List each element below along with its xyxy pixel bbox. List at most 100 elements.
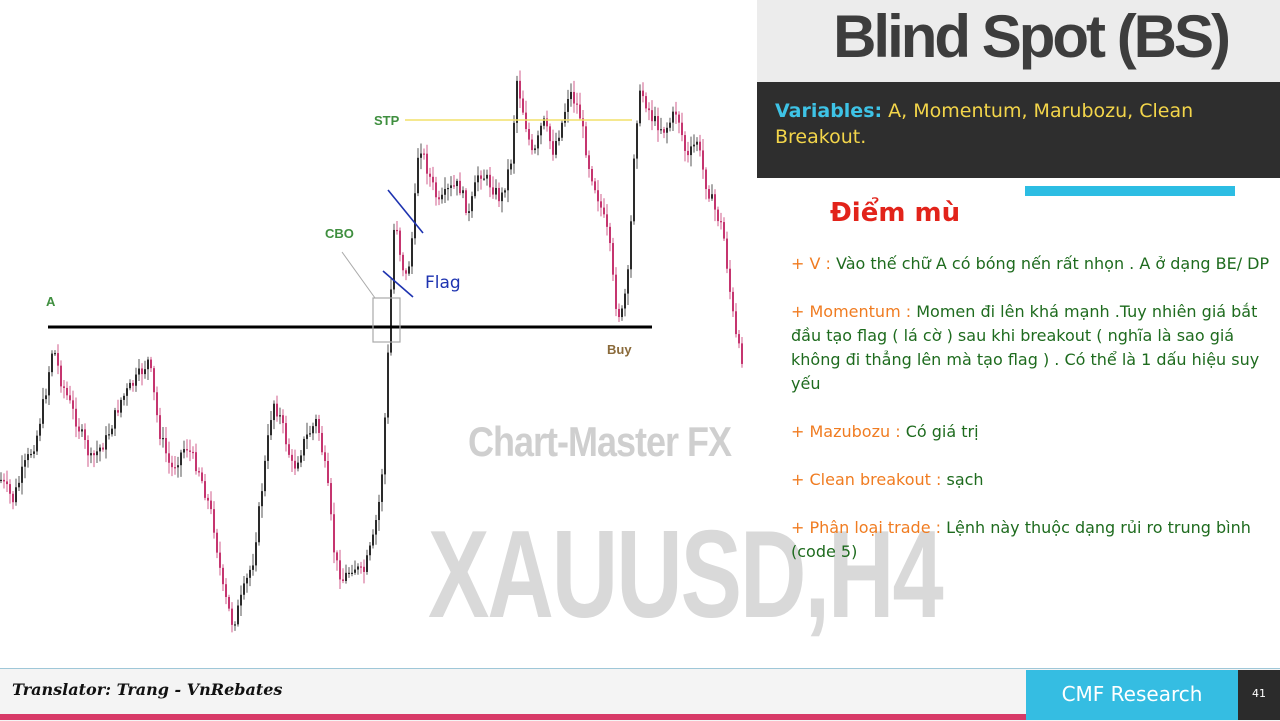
candle-body <box>621 308 623 318</box>
candle-body <box>666 127 668 133</box>
candle-body <box>555 141 557 155</box>
candle-body <box>480 175 482 179</box>
note-trade-classification: + Phân loại trade : Lệnh này thuộc dạng … <box>791 516 1271 564</box>
candle-body <box>363 566 365 572</box>
candle-body <box>402 254 404 271</box>
candle-body <box>168 453 170 463</box>
candle-body <box>300 455 302 463</box>
candle-body <box>144 369 146 375</box>
note-key: + Clean breakout : <box>791 470 942 489</box>
chart-brand-watermark: Chart-Master FX <box>468 418 732 466</box>
candle-body <box>294 460 296 469</box>
candle-body <box>576 103 578 105</box>
candle-body <box>705 169 707 190</box>
candle-body <box>405 270 407 274</box>
candle-body <box>216 532 218 553</box>
candle-body <box>594 181 596 191</box>
candle-body <box>21 466 23 483</box>
candle-body <box>234 624 236 626</box>
candle-body <box>444 189 446 195</box>
candle-body <box>642 90 644 97</box>
candle-body <box>60 365 62 387</box>
candle-body <box>549 126 551 142</box>
candle-body <box>720 221 722 223</box>
candle-body <box>36 435 38 452</box>
note-momentum: + Momentum : Momen đi lên khá mạnh .Tuy … <box>791 300 1271 396</box>
candle-body <box>324 452 326 462</box>
candle-body <box>162 438 164 440</box>
candle-body <box>129 382 131 389</box>
candle-body <box>111 428 113 435</box>
candle-body <box>741 343 743 364</box>
candle-body <box>222 567 224 585</box>
candle-body <box>558 137 560 142</box>
candle-body <box>447 187 449 190</box>
candle-body <box>597 190 599 202</box>
candle-body <box>477 175 479 183</box>
candle-body <box>195 452 197 472</box>
candle-body <box>507 169 509 191</box>
candle-body <box>282 415 284 424</box>
candle-body <box>735 311 737 335</box>
candle-body <box>312 426 314 434</box>
candle-body <box>654 116 656 122</box>
translator-credit: Translator: Trang - VnRebates <box>12 680 283 699</box>
candle-body <box>342 579 344 581</box>
candle-body <box>585 126 587 156</box>
candle-body <box>603 207 605 215</box>
candle-body <box>153 368 155 393</box>
candle-body <box>12 493 14 503</box>
candle-body <box>261 491 263 507</box>
candle-body <box>264 460 266 492</box>
candle-body <box>474 182 476 197</box>
candle-body <box>183 449 185 453</box>
candle-body <box>561 122 563 138</box>
candle-body <box>516 80 518 123</box>
candle-body <box>426 153 428 174</box>
candle-body <box>636 123 638 159</box>
candle-body <box>240 594 242 606</box>
slide-title: Blind Spot (BS) <box>833 3 1231 70</box>
brand-badge: CMF Research <box>1026 670 1238 720</box>
candle-body <box>75 408 77 427</box>
candle-body <box>219 552 221 568</box>
candle-body <box>714 194 716 210</box>
candle-body <box>126 388 128 396</box>
candle-body <box>432 176 434 183</box>
candle-body <box>273 403 275 421</box>
candle-body <box>9 484 11 494</box>
candle-body <box>87 440 89 456</box>
candle-body <box>612 243 614 275</box>
candle-body <box>609 226 611 244</box>
candle-body <box>72 400 74 409</box>
note-key: + Mazubozu : <box>791 422 901 441</box>
candle-body <box>696 141 698 145</box>
candle-body <box>57 353 59 366</box>
candle-body <box>45 395 47 400</box>
candle-body <box>660 129 662 131</box>
candle-body <box>510 163 512 170</box>
candle-body <box>177 465 179 468</box>
candle-body <box>276 403 278 417</box>
candle-body <box>624 293 626 309</box>
candle-body <box>675 111 677 115</box>
candle-body <box>348 572 350 575</box>
footer-accent-stripe <box>0 714 1280 720</box>
candle-body <box>564 111 566 123</box>
candle-body <box>543 118 545 126</box>
label-buy: Buy <box>607 342 632 357</box>
candle-body <box>270 420 272 436</box>
candle-body <box>513 122 515 164</box>
candle-body <box>684 135 686 151</box>
candle-body <box>390 289 392 353</box>
candle-body <box>156 392 158 416</box>
candle-body <box>420 153 422 158</box>
candle-body <box>6 481 8 485</box>
candle-body <box>327 461 329 484</box>
candle-body <box>717 209 719 222</box>
candle-body <box>237 605 239 625</box>
candle-body <box>333 514 335 553</box>
candle-body <box>711 194 713 199</box>
note-v: + V : Vào thế chữ A có bóng nến rất nhọn… <box>791 252 1271 276</box>
candle-body <box>501 192 503 202</box>
